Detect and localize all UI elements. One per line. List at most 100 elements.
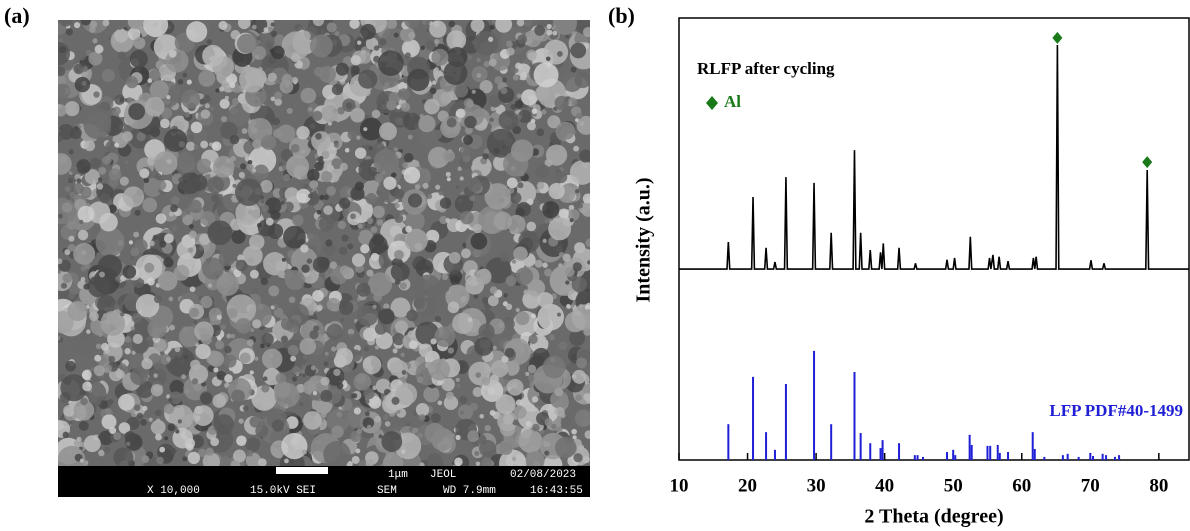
sem-grain [584, 305, 590, 310]
sem-grain [400, 352, 405, 358]
sem-grain [331, 425, 344, 439]
sem-grain [122, 265, 137, 279]
sem-grain [551, 423, 557, 430]
sem-grain [230, 333, 236, 339]
sem-grain [69, 283, 81, 295]
sem-grain [294, 23, 303, 32]
sem-grain [256, 35, 262, 41]
sem-grain [467, 55, 473, 61]
sem-grain [153, 373, 158, 378]
sem-grain [399, 210, 405, 216]
sem-grain [211, 120, 221, 131]
sem-grain [473, 31, 498, 56]
sem-grain [200, 295, 213, 309]
sem-grain [307, 233, 314, 240]
sem-grain [263, 27, 269, 32]
sem-grain [167, 397, 173, 403]
sem-grain [250, 286, 259, 295]
sem-grain [373, 45, 380, 51]
sem-grain [77, 205, 95, 223]
sem-grain [366, 217, 374, 225]
sem-grain [155, 213, 167, 224]
sem-grain [315, 96, 325, 106]
sem-grain [168, 49, 177, 58]
sem-grain [109, 426, 117, 435]
sem-grain [489, 409, 496, 416]
sem-grain [490, 360, 509, 378]
sem-grain [147, 78, 153, 83]
sem-grain [128, 103, 146, 120]
sem-grain [479, 439, 497, 458]
sem-grain [309, 123, 316, 130]
sem-grain [188, 224, 194, 229]
sem-grain [141, 455, 150, 464]
sem-grain [278, 161, 284, 167]
sem-grain [229, 82, 236, 89]
sem-grain [312, 256, 330, 273]
sem-grain [578, 444, 585, 451]
sem-grain [129, 49, 148, 69]
sem-grain [475, 372, 482, 378]
sem-grain [541, 109, 547, 115]
sem-grain [59, 20, 73, 27]
sem-grain [426, 28, 431, 33]
sem-grain [170, 447, 177, 454]
sem-grain [455, 377, 460, 383]
sem-grain [61, 202, 73, 213]
sem-grain [347, 328, 355, 336]
sem-grain [320, 376, 330, 386]
sem-grain [531, 108, 538, 114]
sem-grain [358, 69, 378, 89]
sem-grain [246, 163, 254, 172]
sem-grain [159, 446, 166, 453]
sem-grain [363, 388, 375, 400]
sem-grain [148, 417, 153, 422]
sem-grain [317, 354, 326, 362]
sem-grain [375, 332, 393, 350]
sem-grain [429, 20, 447, 38]
sem-grain [566, 304, 571, 309]
sem-grain [506, 177, 518, 189]
sem-grain [348, 333, 355, 339]
sem-grain [513, 405, 527, 419]
sem-grain [575, 189, 580, 194]
sem-grain [276, 124, 296, 143]
sem-grain [163, 403, 175, 415]
sem-grain [425, 40, 436, 51]
sem-grain [372, 385, 377, 391]
sem-grain [157, 270, 178, 291]
sem-grain [154, 172, 162, 181]
sem-grain [182, 456, 188, 462]
sem-grain [467, 317, 473, 323]
sem-grain [101, 69, 115, 83]
sem-grain [324, 351, 329, 356]
sem-grain [250, 20, 268, 33]
sem-grain [415, 296, 437, 318]
sem-grain [60, 282, 68, 289]
sem-grain [185, 442, 194, 451]
sem-grain [438, 191, 444, 196]
sem-grain [210, 437, 220, 447]
sem-grain [227, 308, 238, 319]
sem-grain [206, 176, 224, 194]
sem-grain [63, 404, 76, 417]
sem-grain [94, 354, 102, 362]
sem-grain [256, 222, 262, 228]
sem-grain [455, 184, 460, 189]
sem-grain [270, 22, 275, 27]
sem-grain [479, 80, 493, 94]
sem-grain [331, 158, 343, 170]
sem-grain [116, 361, 121, 366]
sem-grain [240, 163, 247, 170]
sem-grain [489, 374, 500, 385]
sem-grain [503, 293, 508, 298]
sem-grain [535, 188, 541, 194]
sem-grain [67, 243, 76, 252]
sem-grain [113, 303, 120, 310]
sem-grain [286, 154, 310, 179]
sem-grain [182, 72, 188, 78]
sem-grain [291, 247, 318, 274]
sem-grain [500, 87, 508, 95]
sem-grain [420, 45, 425, 50]
